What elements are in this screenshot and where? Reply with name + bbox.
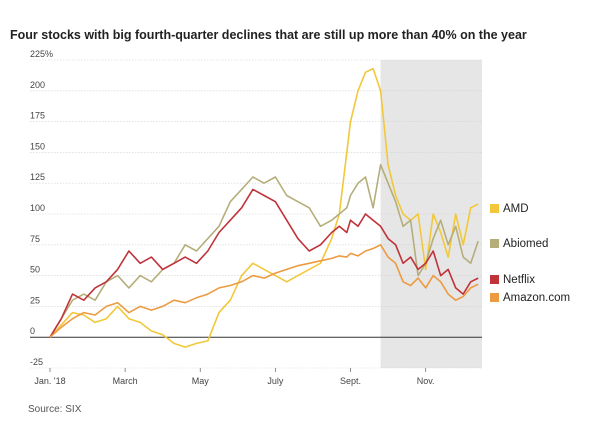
shaded-q4-region	[380, 60, 482, 368]
series-line-amd	[49, 67, 479, 348]
x-tick-label: Jan. '18	[34, 376, 65, 386]
legend-label-amazon-com: Amazon.com	[503, 292, 570, 304]
series-line-abiomed	[49, 163, 479, 338]
y-tick-label: -25	[30, 357, 43, 367]
legend-label-amd: AMD	[503, 203, 529, 215]
legend-label-abiomed: Abiomed	[503, 238, 548, 250]
legend-swatch-abiomed	[490, 239, 499, 248]
legend-swatch-netflix	[490, 275, 499, 284]
chart-source: Source: SIX	[28, 404, 82, 415]
y-tick-label: 200	[30, 80, 45, 90]
y-tick-label: 0	[30, 326, 35, 336]
series-line-netflix	[49, 188, 479, 338]
y-tick-label: 175	[30, 111, 45, 121]
series-line-amazon-com	[49, 244, 479, 338]
y-tick-label: 25	[30, 295, 40, 305]
chart-title: Four stocks with big fourth-quarter decl…	[10, 28, 527, 42]
legend-swatch-amd	[490, 204, 499, 213]
x-tick-label: May	[192, 376, 210, 386]
x-tick-label: Nov.	[417, 376, 435, 386]
x-tick-label: July	[267, 376, 284, 386]
y-tick-label: 150	[30, 141, 45, 151]
legend-swatch-amazon-com	[490, 293, 499, 302]
y-tick-label: 50	[30, 265, 40, 275]
y-tick-label: 75	[30, 234, 40, 244]
y-tick-label: 125	[30, 172, 45, 182]
x-tick-label: Sept.	[340, 376, 361, 386]
y-tick-label: 225%	[30, 49, 53, 59]
y-tick-label: 100	[30, 203, 45, 213]
x-tick-label: March	[113, 376, 138, 386]
legend-label-netflix: Netflix	[503, 274, 535, 286]
